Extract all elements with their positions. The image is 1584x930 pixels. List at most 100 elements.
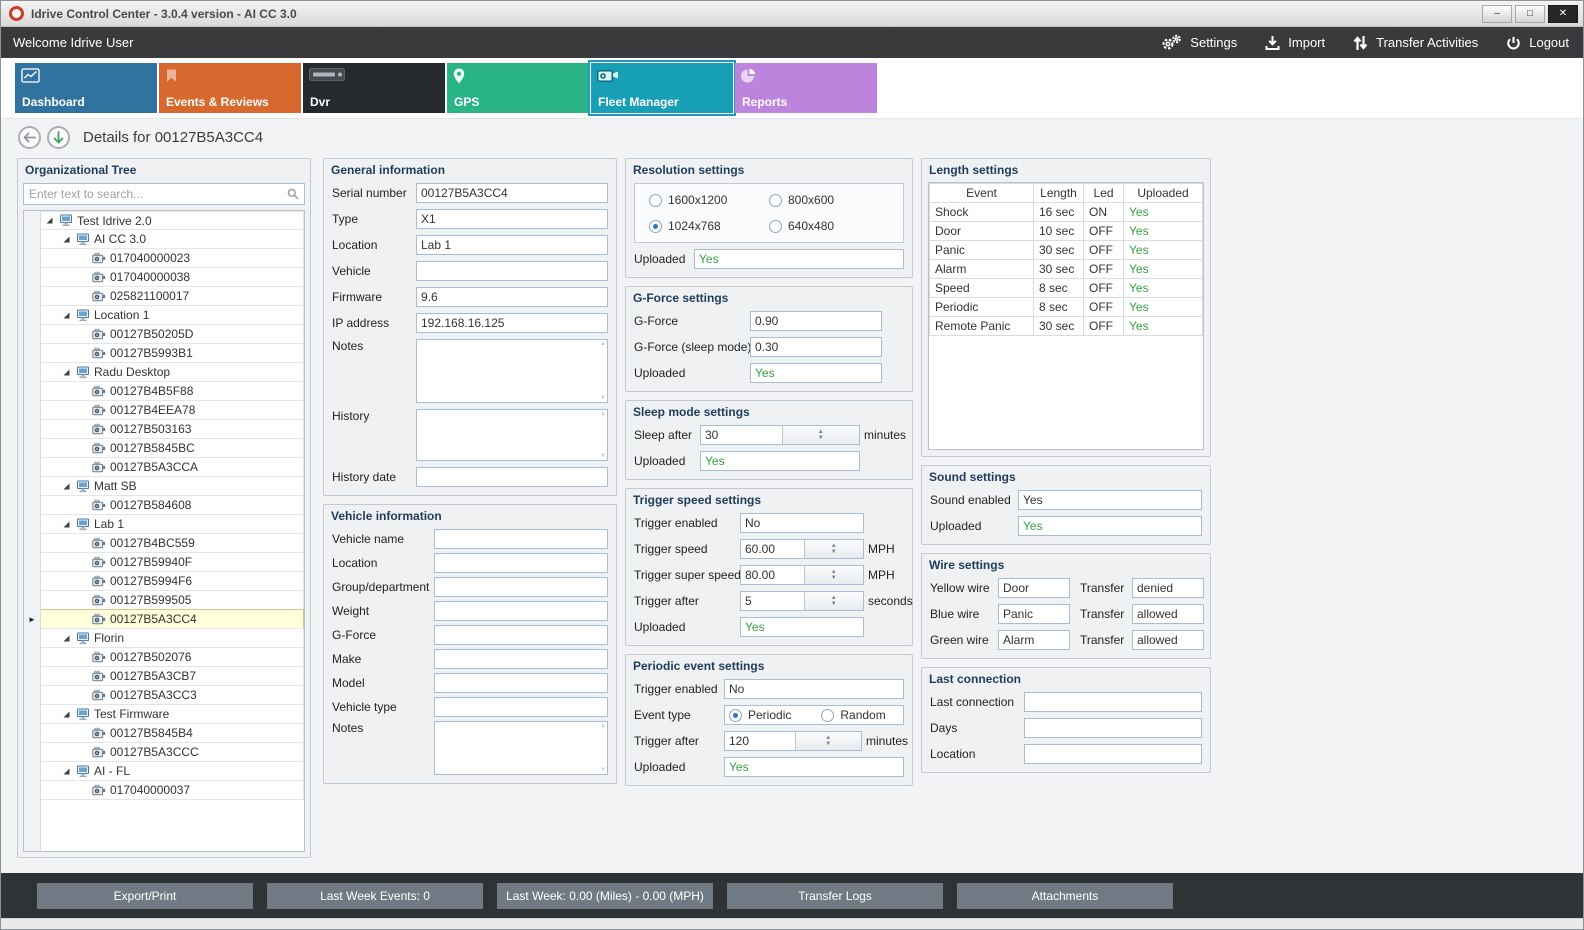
expander-icon[interactable] [62, 235, 71, 244]
tree-device-017040000037[interactable]: 017040000037 [24, 780, 304, 800]
close-button[interactable]: ✕ [1548, 4, 1578, 23]
vehicle-field[interactable] [416, 261, 608, 281]
radio-option-periodic[interactable]: Periodic [729, 708, 791, 722]
bottom-button-export-print[interactable]: Export/Print [37, 882, 253, 909]
tree-group-radu-desktop[interactable]: Radu Desktop [24, 362, 304, 382]
expander-icon[interactable] [62, 482, 71, 491]
tree-device-025821100017[interactable]: 025821100017 [24, 286, 304, 306]
g-force-field[interactable] [434, 625, 608, 645]
trigger-enabled-field[interactable]: No [724, 679, 904, 699]
tree-group-test-idrive-2-0[interactable]: Test Idrive 2.0 [24, 211, 304, 230]
location-field[interactable] [1024, 744, 1202, 764]
weight-field[interactable] [434, 601, 608, 621]
bottom-button-last-week-events-0[interactable]: Last Week Events: 0 [267, 882, 483, 909]
length-row-alarm[interactable]: Alarm 30 sec OFF Yes [929, 259, 1203, 279]
expander-icon[interactable] [62, 520, 71, 529]
tree-device-00127b59940f[interactable]: 00127B59940F [24, 552, 304, 572]
spin-down-icon[interactable]: ▼ [825, 741, 832, 747]
history-textarea[interactable]: ▲ ▼ [416, 409, 608, 461]
action-logout[interactable]: Logout [1506, 35, 1569, 51]
serial-number-field[interactable]: 00127B5A3CC4 [416, 183, 608, 203]
length-row-periodic[interactable]: Periodic 8 sec OFF Yes [929, 297, 1203, 317]
yellow-wire-field[interactable]: Door [998, 578, 1070, 598]
tree-group-ai-cc-3-0[interactable]: AI CC 3.0 [24, 229, 304, 249]
uploaded-field[interactable]: Yes [700, 451, 860, 471]
spin-down-icon[interactable]: ▼ [830, 601, 837, 607]
firmware-field[interactable]: 9.6 [416, 287, 608, 307]
tree-device-00127b5994f6[interactable]: 00127B5994F6 [24, 571, 304, 591]
green-wire-transfer-field[interactable]: allowed [1132, 630, 1204, 650]
maximize-button[interactable]: □ [1515, 4, 1545, 23]
length-row-remote-panic[interactable]: Remote Panic 30 sec OFF Yes [929, 316, 1203, 336]
trigger-super-speed-field[interactable]: 80.00 ▲ ▼ [740, 565, 864, 585]
tab-reports[interactable]: Reports [735, 63, 877, 113]
vehicle-type-field[interactable] [434, 697, 608, 717]
tree-device-00127b5a3cc3[interactable]: 00127B5A3CC3 [24, 685, 304, 705]
blue-wire-transfer-field[interactable]: allowed [1132, 604, 1204, 624]
expander-icon[interactable] [45, 216, 54, 225]
trigger-speed-field[interactable]: 60.00 ▲ ▼ [740, 539, 864, 559]
tree-group-location-1[interactable]: Location 1 [24, 305, 304, 325]
tree-device-00127b50205d[interactable]: 00127B50205D [24, 324, 304, 344]
tree-device-017040000023[interactable]: 017040000023 [24, 248, 304, 268]
ip-address-field[interactable]: 192.168.16.125 [416, 313, 608, 333]
spin-up-icon[interactable]: ▲ [825, 735, 832, 741]
g-force-field[interactable]: 0.90 [750, 311, 882, 331]
green-wire-field[interactable]: Alarm [998, 630, 1070, 650]
tab-dvr[interactable]: Dvr [303, 63, 445, 113]
sound-enabled-field[interactable]: Yes [1018, 490, 1202, 510]
model-field[interactable] [434, 673, 608, 693]
location-field[interactable]: Lab 1 [416, 235, 608, 255]
spinner-icon[interactable]: ▲ ▼ [803, 592, 863, 610]
bottom-button-transfer-logs[interactable]: Transfer Logs [727, 882, 943, 909]
length-row-speed[interactable]: Speed 8 sec OFF Yes [929, 278, 1203, 298]
tree-group-matt-sb[interactable]: Matt SB [24, 476, 304, 496]
history-date-field[interactable] [416, 467, 608, 487]
expander-icon[interactable] [62, 767, 71, 776]
length-row-panic[interactable]: Panic 30 sec OFF Yes [929, 240, 1203, 260]
expander-icon[interactable] [62, 710, 71, 719]
radio-option-800x600[interactable]: 800x600 [769, 193, 889, 207]
tree-device-00127b5993b1[interactable]: 00127B5993B1 [24, 343, 304, 363]
type-field[interactable]: X1 [416, 209, 608, 229]
tree-device-00127b5845bc[interactable]: 00127B5845BC [24, 438, 304, 458]
spinner-icon[interactable]: ▲ ▼ [781, 426, 859, 444]
spinner-icon[interactable]: ▲ ▼ [803, 566, 863, 584]
tree-device-00127b584608[interactable]: 00127B584608 [24, 495, 304, 515]
spin-up-icon[interactable]: ▲ [830, 595, 837, 601]
days-field[interactable] [1024, 718, 1202, 738]
spin-up-icon[interactable]: ▲ [817, 429, 824, 435]
tab-gps[interactable]: GPS [447, 63, 589, 113]
g-force-sleep-mode-field[interactable]: 0.30 [750, 337, 882, 357]
make-field[interactable] [434, 649, 608, 669]
tree-group-ai-fl[interactable]: AI - FL [24, 761, 304, 781]
tree-device-00127b503163[interactable]: 00127B503163 [24, 419, 304, 439]
uploaded-field[interactable]: Yes [694, 249, 904, 269]
tree-device-00127b4b5f88[interactable]: 00127B4B5F88 [24, 381, 304, 401]
uploaded-field[interactable]: Yes [750, 363, 882, 383]
tree-group-lab-1[interactable]: Lab 1 [24, 514, 304, 534]
tree-search-input[interactable] [29, 187, 287, 201]
trigger-after-field[interactable]: 120 ▲ ▼ [724, 731, 862, 751]
bottom-button-last-week-0-00-miles-0-00-mph[interactable]: Last Week: 0.00 (Miles) - 0.00 (MPH) [497, 882, 713, 909]
tree-device-017040000038[interactable]: 017040000038 [24, 267, 304, 287]
radio-option-random[interactable]: Random [821, 708, 886, 722]
radio-option-640x480[interactable]: 640x480 [769, 219, 889, 233]
group-department-field[interactable] [434, 577, 608, 597]
last-connection-field[interactable] [1024, 692, 1202, 712]
scroll-down-button[interactable] [47, 125, 70, 149]
tree-group-florin[interactable]: Florin [24, 628, 304, 648]
uploaded-field[interactable]: Yes [1018, 516, 1202, 536]
tree-device-00127b5845b4[interactable]: 00127B5845B4 [24, 723, 304, 743]
spin-up-icon[interactable]: ▲ [830, 569, 837, 575]
expander-icon[interactable] [62, 634, 71, 643]
notes-textarea[interactable]: ▲ ▼ [416, 339, 608, 403]
trigger-after-field[interactable]: 5 ▲ ▼ [740, 591, 864, 611]
spin-up-icon[interactable]: ▲ [830, 543, 837, 549]
length-row-door[interactable]: Door 10 sec OFF Yes [929, 221, 1203, 241]
expander-icon[interactable] [62, 368, 71, 377]
action-import[interactable]: Import [1265, 35, 1325, 51]
length-row-shock[interactable]: Shock 16 sec ON Yes [929, 202, 1203, 222]
spin-down-icon[interactable]: ▼ [830, 549, 837, 555]
tree-device-00127b5a3ccc[interactable]: 00127B5A3CCC [24, 742, 304, 762]
